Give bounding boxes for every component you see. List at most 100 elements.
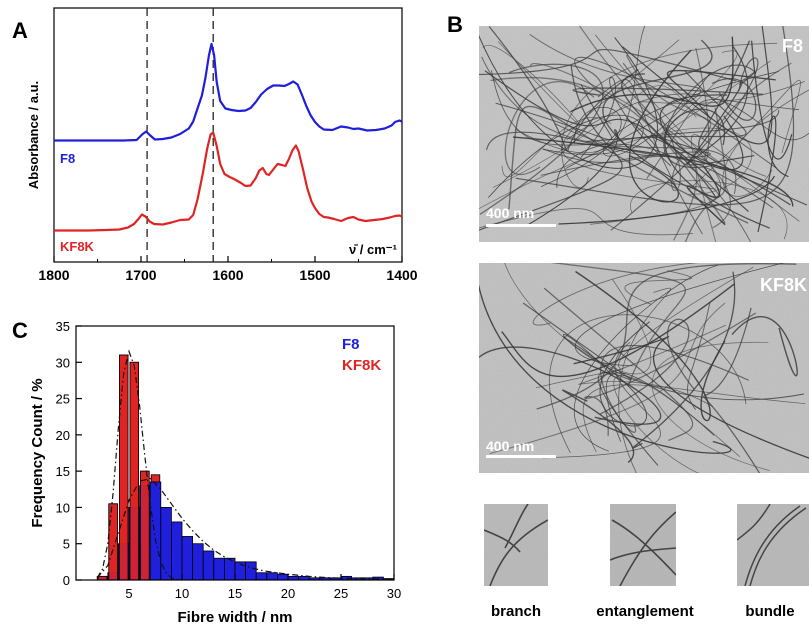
- fibre: [602, 71, 779, 157]
- bar-f8: [181, 536, 193, 581]
- fibre: [542, 148, 774, 209]
- inset-label-branch: branch: [491, 603, 541, 620]
- series-label-kf8k: KF8K: [60, 239, 95, 254]
- x-tick-label-a: 1800: [38, 267, 69, 283]
- fibre: [600, 345, 749, 433]
- fibre: [484, 70, 749, 213]
- fibre: [492, 85, 697, 188]
- fibre: [495, 84, 613, 141]
- inset-label-bundle: bundle: [745, 603, 794, 620]
- x-tick-label-c: 10: [175, 586, 189, 601]
- fibre: [698, 40, 791, 206]
- fibre: [688, 80, 801, 191]
- panel-label-c: C: [12, 318, 28, 343]
- y-tick-label-c: 25: [56, 392, 70, 407]
- fibre: [690, 134, 767, 242]
- fibre: [602, 39, 713, 147]
- y-tick-label-c: 15: [56, 464, 70, 479]
- fibre: [488, 26, 639, 152]
- fibre-width-histogram: 5 10 15 20 25 30 0 5 10 15 20 25 30 35 Frequency Coun…: [29, 319, 401, 625]
- fibre: [535, 266, 754, 389]
- inset-bundle: bundle: [737, 504, 809, 620]
- bar-f8: [266, 572, 278, 581]
- fibre: [501, 283, 735, 378]
- bar-f8: [149, 481, 162, 581]
- x-tick-label-a: 1400: [386, 267, 417, 283]
- fibre: [556, 109, 780, 188]
- spectrum-line-kf8k: [54, 131, 403, 232]
- fibre: [479, 127, 753, 210]
- fibre: [618, 287, 672, 473]
- fibre: [489, 302, 726, 454]
- legend-f8: F8: [342, 336, 360, 353]
- fibre: [606, 372, 715, 442]
- bar-f8: [223, 557, 236, 581]
- panel-label-a: A: [12, 18, 28, 43]
- panel-label-b: B: [447, 12, 463, 37]
- y-axis-label-a: Absorbance / a.u.: [26, 81, 41, 189]
- y-tick-label-c: 0: [63, 573, 70, 588]
- fibre: [562, 389, 635, 463]
- y-tick-label-c: 5: [63, 537, 70, 552]
- fibre: [582, 384, 806, 453]
- fibre: [479, 48, 737, 82]
- fibre: [613, 374, 741, 473]
- fibre: [574, 56, 777, 169]
- bar-f8: [192, 543, 204, 581]
- fibre: [651, 342, 770, 471]
- x-tick-label-a: 1700: [125, 267, 156, 283]
- fibre: [684, 107, 727, 242]
- fibre: [481, 56, 737, 194]
- fibre: [574, 263, 785, 367]
- x-tick-label-c: 20: [281, 586, 295, 601]
- bar-f8: [213, 557, 225, 581]
- fibre: [586, 70, 747, 143]
- fibre: [638, 81, 805, 222]
- bar-kf8k-front: [119, 354, 129, 581]
- fibre: [508, 105, 749, 224]
- x-tick-label-c: 5: [125, 586, 132, 601]
- fibre: [570, 36, 734, 113]
- y-tick-label-c: 30: [56, 355, 70, 370]
- fibre: [558, 175, 776, 225]
- fibre: [479, 63, 604, 215]
- x-axis-label-a: ν̄ / cm⁻¹: [349, 242, 397, 257]
- fibre: [515, 26, 795, 206]
- bar-f8: [170, 521, 183, 581]
- bar-f8: [202, 550, 215, 581]
- fibre: [750, 40, 793, 160]
- fibre: [482, 41, 580, 126]
- x-tick-label-c: 25: [334, 586, 348, 601]
- scale-bar-label-top: 400 nm: [486, 205, 534, 221]
- fibre: [512, 136, 794, 207]
- fibre: [566, 93, 809, 141]
- fibre: [525, 129, 687, 227]
- fibre: [504, 81, 595, 176]
- fibre: [703, 307, 761, 473]
- fibre: [561, 39, 716, 190]
- ir-spectrum-chart: 1800 1700 1600 1500 1400 Absorbance / a.u. ν…: [26, 7, 418, 283]
- scale-bar-label-mid: 400 nm: [486, 438, 534, 454]
- x-tick-label-c: 30: [387, 586, 401, 601]
- fibre: [575, 270, 726, 422]
- bar-kf8k-front: [108, 503, 118, 581]
- scale-bar-mid: [486, 455, 556, 458]
- y-axis-label-c: Frequency Count / %: [29, 378, 46, 527]
- fibre: [622, 26, 773, 145]
- fibre: [664, 108, 770, 229]
- fibre: [532, 263, 699, 326]
- fibre: [479, 283, 732, 454]
- fibre: [550, 263, 686, 387]
- fibre: [584, 312, 757, 436]
- fibre: [688, 45, 755, 166]
- inset-entanglement: entanglement: [596, 504, 694, 620]
- legend-kf8k: KF8K: [342, 357, 381, 374]
- y-tick-label-c: 20: [56, 428, 70, 443]
- fibre: [578, 26, 698, 241]
- x-tick-label-a: 1500: [299, 267, 330, 283]
- fibre: [621, 73, 717, 199]
- inset-label-entanglement: entanglement: [596, 603, 694, 620]
- fibre: [479, 208, 693, 236]
- x-axis-label-c: Fibre width / nm: [178, 609, 293, 625]
